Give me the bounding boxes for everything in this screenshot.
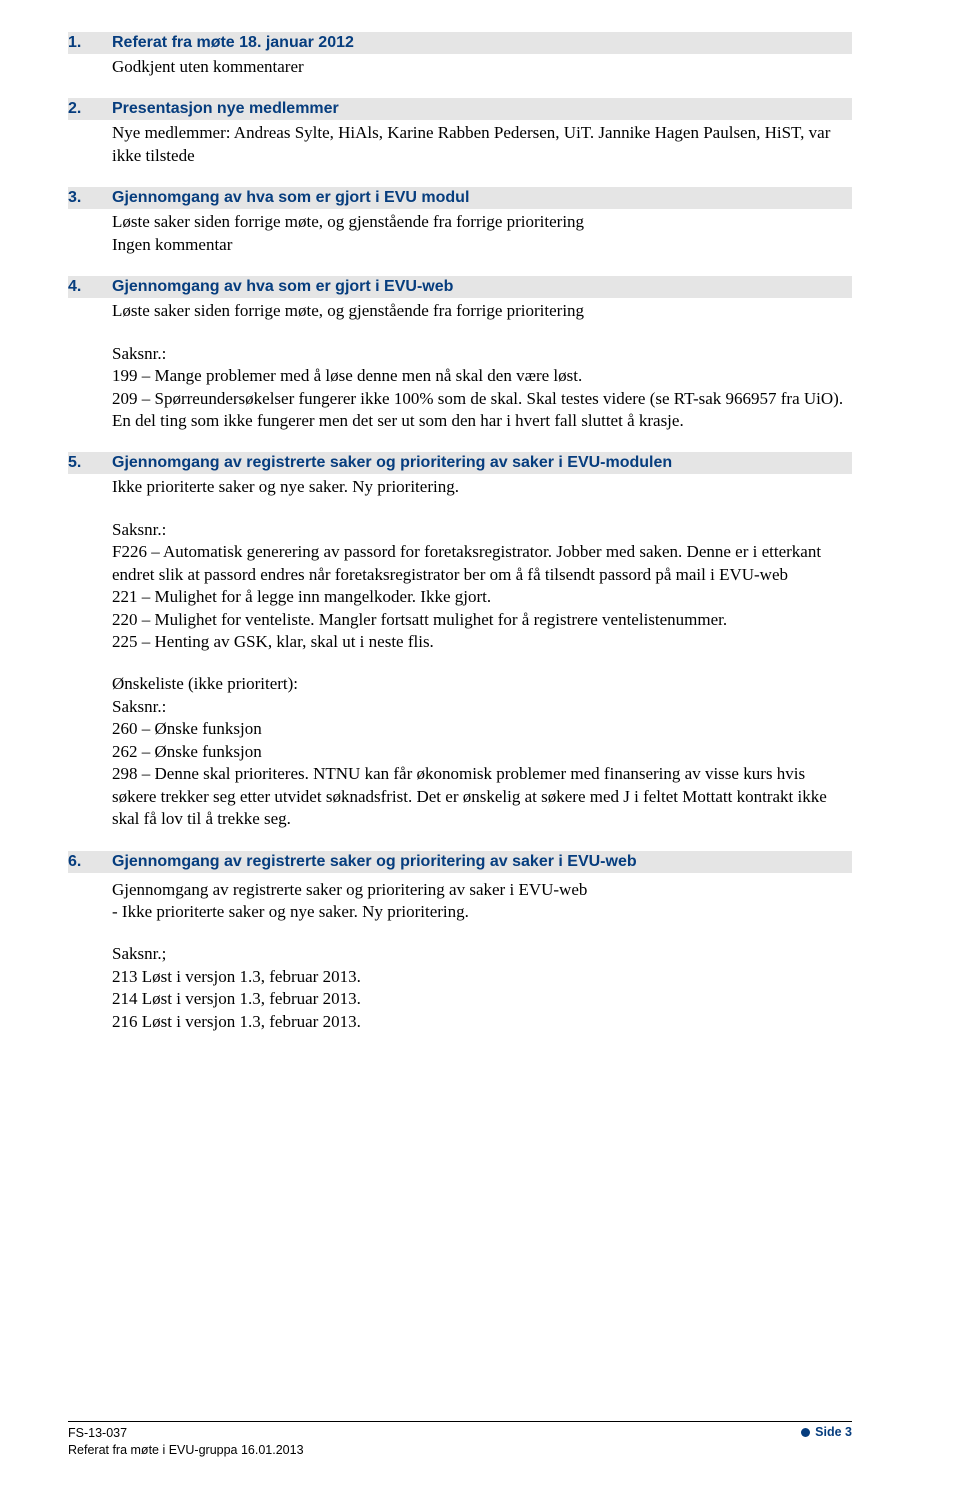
body-text: Ikke prioriterte saker og nye saker. Ny … — [112, 476, 852, 498]
section-title: Referat fra møte 18. januar 2012 — [112, 34, 848, 52]
body-text: 199 – Mange problemer med å løse denne m… — [112, 365, 852, 387]
body-text: 225 – Henting av GSK, klar, skal ut i ne… — [112, 631, 852, 653]
body-text: 298 – Denne skal prioriteres. NTNU kan f… — [112, 763, 852, 830]
section-body-3: Løste saker siden forrige møte, og gjens… — [68, 211, 852, 256]
section-num: 2. — [68, 100, 112, 118]
section-body-4: Løste saker siden forrige møte, og gjens… — [68, 300, 852, 432]
body-text: F226 – Automatisk generering av passord … — [112, 541, 852, 586]
page-footer: FS-13-037 Referat fra møte i EVU-gruppa … — [68, 1421, 852, 1459]
body-text: Gjennomgang av registrerte saker og prio… — [112, 879, 852, 901]
body-text: 262 – Ønske funksjon — [112, 741, 852, 763]
body-text: Saksnr.: — [112, 519, 852, 541]
section-num: 5. — [68, 454, 112, 472]
body-text: 213 Løst i versjon 1.3, februar 2013. — [112, 966, 852, 988]
body-text: Godkjent uten kommentarer — [112, 56, 852, 78]
section-body-2: Nye medlemmer: Andreas Sylte, HiAls, Kar… — [68, 122, 852, 167]
section-title: Presentasjon nye medlemmer — [112, 100, 848, 118]
section-body-1: Godkjent uten kommentarer — [68, 56, 852, 78]
footer-right: Side 3 — [801, 1425, 852, 1439]
body-text: 220 – Mulighet for venteliste. Mangler f… — [112, 609, 852, 631]
section-heading-5: 5. Gjennomgang av registrerte saker og p… — [68, 452, 852, 474]
body-text: Saksnr.: — [112, 696, 852, 718]
body-text: 214 Løst i versjon 1.3, februar 2013. — [112, 988, 852, 1010]
section-num: 4. — [68, 278, 112, 296]
body-text: 221 – Mulighet for å legge inn mangelkod… — [112, 586, 852, 608]
body-text: 216 Løst i versjon 1.3, februar 2013. — [112, 1011, 852, 1033]
section-title: Gjennomgang av hva som er gjort i EVU-we… — [112, 278, 848, 296]
body-text: Saksnr.; — [112, 943, 852, 965]
section-num: 6. — [68, 853, 112, 871]
section-title: Gjennomgang av hva som er gjort i EVU mo… — [112, 189, 848, 207]
body-text: Saksnr.: — [112, 343, 852, 365]
section-heading-2: 2. Presentasjon nye medlemmer — [68, 98, 852, 120]
section-heading-3: 3. Gjennomgang av hva som er gjort i EVU… — [68, 187, 852, 209]
footer-doc-id: FS-13-037 — [68, 1425, 304, 1442]
section-body-5: Ikke prioriterte saker og nye saker. Ny … — [68, 476, 852, 830]
body-text: Nye medlemmer: Andreas Sylte, HiAls, Kar… — [112, 122, 852, 167]
body-text: 260 – Ønske funksjon — [112, 718, 852, 740]
section-title: Gjennomgang av registrerte saker og prio… — [112, 454, 848, 472]
body-text: Løste saker siden forrige møte, og gjens… — [112, 211, 852, 233]
section-num: 3. — [68, 189, 112, 207]
section-heading-1: 1. Referat fra møte 18. januar 2012 — [68, 32, 852, 54]
page-number: Side 3 — [815, 1425, 852, 1439]
body-text: 209 – Spørreundersøkelser fungerer ikke … — [112, 388, 852, 433]
footer-doc-title: Referat fra møte i EVU-gruppa 16.01.2013 — [68, 1442, 304, 1459]
body-text: Løste saker siden forrige møte, og gjens… — [112, 300, 852, 322]
section-heading-6: 6. Gjennomgang av registrerte saker og p… — [68, 851, 852, 873]
section-num: 1. — [68, 34, 112, 52]
section-body-6: Gjennomgang av registrerte saker og prio… — [68, 875, 852, 1034]
body-text: Ingen kommentar — [112, 234, 852, 256]
body-text: Ønskeliste (ikke prioritert): — [112, 673, 852, 695]
section-title: Gjennomgang av registrerte saker og prio… — [112, 853, 848, 871]
bullet-icon — [801, 1428, 810, 1437]
section-heading-4: 4. Gjennomgang av hva som er gjort i EVU… — [68, 276, 852, 298]
body-text: - Ikke prioriterte saker og nye saker. N… — [112, 901, 852, 923]
footer-left: FS-13-037 Referat fra møte i EVU-gruppa … — [68, 1425, 304, 1459]
